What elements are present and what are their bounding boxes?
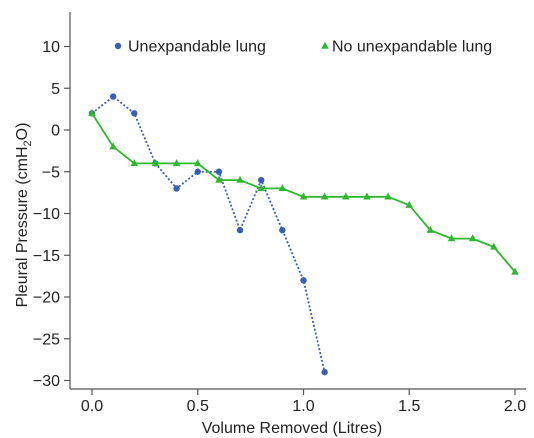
y-tick-label: −15 bbox=[33, 248, 60, 265]
data-point-unexpandable bbox=[173, 185, 180, 192]
data-point-unexpandable bbox=[194, 168, 201, 175]
axes bbox=[69, 12, 526, 390]
data-point-no-unexpandable bbox=[320, 192, 329, 200]
data-point-unexpandable bbox=[321, 368, 328, 376]
data-point-no-unexpandable bbox=[236, 175, 244, 183]
y-tick-label: −25 bbox=[33, 331, 60, 348]
x-tick-label: 2.0 bbox=[504, 398, 526, 415]
data-point-no-unexpandable bbox=[109, 142, 117, 150]
data-point-no-unexpandable bbox=[511, 267, 519, 275]
legend: Unexpandable lung No unexpandable lung bbox=[114, 39, 492, 56]
legend-marker-unexpandable bbox=[114, 42, 122, 50]
data-point-unexpandable bbox=[131, 110, 138, 117]
x-tick-label: 0.5 bbox=[187, 398, 209, 415]
data-point-no-unexpandable bbox=[130, 159, 139, 167]
y-axis-title: Pleural Pressure (cmH2O) bbox=[14, 123, 34, 308]
data-point-no-unexpandable bbox=[405, 200, 413, 208]
series-line-unexpandable bbox=[91, 95, 326, 373]
data-point-no-unexpandable bbox=[194, 159, 202, 167]
x-ticks: 0.0 0.5 1.0 1.5 2.0 bbox=[81, 389, 526, 415]
y-axis-title-end: O) bbox=[14, 123, 31, 141]
data-point-no-unexpandable bbox=[342, 192, 350, 200]
data-point-no-unexpandable bbox=[299, 192, 308, 200]
data-point-unexpandable bbox=[300, 277, 307, 284]
legend-label: Unexpandable lung bbox=[128, 39, 266, 56]
y-tick-label: −5 bbox=[42, 164, 60, 181]
data-point-no-unexpandable bbox=[363, 192, 371, 200]
data-point-no-unexpandable bbox=[490, 242, 498, 250]
data-point-unexpandable bbox=[258, 176, 265, 184]
data-point-unexpandable bbox=[236, 227, 244, 234]
data-point-no-unexpandable bbox=[215, 175, 223, 183]
data-point-no-unexpandable bbox=[88, 109, 96, 116]
y-tick-label: −30 bbox=[33, 373, 60, 390]
y-axis-title-subscript: 2 bbox=[22, 140, 34, 146]
series-layer bbox=[88, 93, 519, 376]
y-tick-label: −20 bbox=[33, 290, 60, 307]
data-point-no-unexpandable bbox=[172, 159, 181, 167]
y-tick-label: 0 bbox=[51, 123, 60, 140]
legend-label: No unexpandable lung bbox=[332, 39, 492, 56]
data-point-no-unexpandable bbox=[384, 192, 392, 200]
legend-marker-no-unexpandable bbox=[321, 41, 329, 49]
data-point-unexpandable bbox=[215, 168, 223, 175]
y-tick-label: 5 bbox=[51, 81, 60, 98]
y-tick-label: −10 bbox=[33, 206, 60, 223]
y-tick-label: 10 bbox=[42, 39, 60, 56]
x-tick-label: 1.0 bbox=[292, 398, 314, 415]
x-tick-label: 1.5 bbox=[398, 398, 420, 415]
y-ticks: 10 5 0 −5 −10 −15 −20 −25 −30 bbox=[33, 39, 70, 390]
data-point-no-unexpandable bbox=[278, 184, 287, 192]
data-point-no-unexpandable bbox=[447, 234, 456, 242]
data-point-no-unexpandable bbox=[426, 225, 435, 233]
data-point-no-unexpandable bbox=[151, 159, 160, 167]
x-axis-title: Volume Removed (Litres) bbox=[202, 420, 383, 437]
x-tick-label: 0.0 bbox=[81, 398, 103, 415]
data-point-unexpandable bbox=[279, 227, 286, 234]
data-point-no-unexpandable bbox=[257, 184, 265, 192]
data-point-no-unexpandable bbox=[468, 234, 477, 242]
data-point-unexpandable bbox=[109, 93, 117, 100]
y-axis-title-main: Pleural Pressure (cmH bbox=[14, 146, 31, 307]
